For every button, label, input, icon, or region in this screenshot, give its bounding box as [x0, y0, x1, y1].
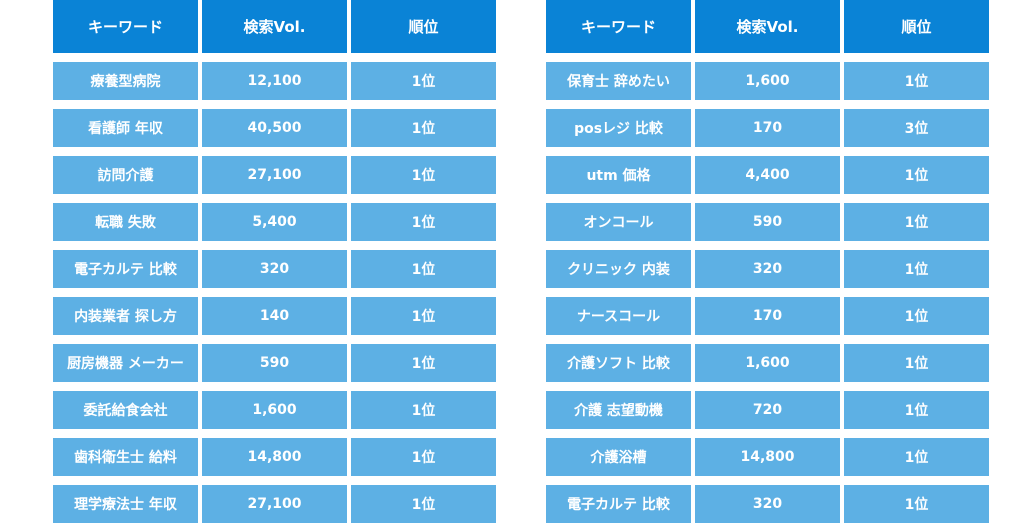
cell-rank: 1位: [844, 485, 989, 523]
cell-search-volume: 1,600: [695, 344, 840, 382]
cell-search-volume: 720: [695, 391, 840, 429]
cell-keyword: 厨房機器 メーカー: [53, 344, 198, 382]
header-rank: 順位: [844, 0, 989, 53]
cell-search-volume: 590: [202, 344, 347, 382]
keyword-ranking-table-right: キーワード 検索Vol. 順位 保育士 辞めたい 1,600 1位 posレジ 比較 170 3…: [546, 0, 989, 527]
cell-rank: 1位: [351, 250, 496, 288]
cell-rank: 1位: [844, 391, 989, 429]
cell-rank: 1位: [844, 156, 989, 194]
cell-search-volume: 170: [695, 109, 840, 147]
cell-keyword: 看護師 年収: [53, 109, 198, 147]
cell-rank: 1位: [844, 438, 989, 476]
cell-rank: 1位: [844, 203, 989, 241]
cell-search-volume: 27,100: [202, 156, 347, 194]
cell-search-volume: 14,800: [202, 438, 347, 476]
cell-rank: 3位: [844, 109, 989, 147]
header-rank: 順位: [351, 0, 496, 53]
cell-search-volume: 27,100: [202, 485, 347, 523]
cell-rank: 1位: [351, 156, 496, 194]
cell-search-volume: 170: [695, 297, 840, 335]
cell-rank: 1位: [351, 297, 496, 335]
cell-keyword: 保育士 辞めたい: [546, 62, 691, 100]
cell-rank: 1位: [844, 62, 989, 100]
cell-keyword: 電子カルテ 比較: [53, 250, 198, 288]
cell-rank: 1位: [351, 438, 496, 476]
cell-keyword: 内装業者 探し方: [53, 297, 198, 335]
cell-search-volume: 320: [695, 485, 840, 523]
cell-search-volume: 4,400: [695, 156, 840, 194]
cell-rank: 1位: [351, 485, 496, 523]
header-search-volume: 検索Vol.: [695, 0, 840, 53]
cell-search-volume: 320: [695, 250, 840, 288]
cell-search-volume: 320: [202, 250, 347, 288]
header-keyword: キーワード: [53, 0, 198, 53]
cell-search-volume: 140: [202, 297, 347, 335]
cell-search-volume: 40,500: [202, 109, 347, 147]
cell-keyword: オンコール: [546, 203, 691, 241]
cell-rank: 1位: [844, 250, 989, 288]
cell-keyword: 療養型病院: [53, 62, 198, 100]
cell-keyword: 転職 失敗: [53, 203, 198, 241]
keyword-ranking-table-left: キーワード 検索Vol. 順位 療養型病院 12,100 1位 看護師 年収 40,500 1位…: [53, 0, 496, 527]
cell-rank: 1位: [351, 344, 496, 382]
cell-keyword: utm 価格: [546, 156, 691, 194]
header-search-volume: 検索Vol.: [202, 0, 347, 53]
cell-search-volume: 1,600: [695, 62, 840, 100]
cell-search-volume: 12,100: [202, 62, 347, 100]
cell-search-volume: 1,600: [202, 391, 347, 429]
cell-search-volume: 5,400: [202, 203, 347, 241]
cell-search-volume: 14,800: [695, 438, 840, 476]
cell-rank: 1位: [351, 62, 496, 100]
cell-keyword: 委託給食会社: [53, 391, 198, 429]
cell-rank: 1位: [844, 297, 989, 335]
cell-keyword: 歯科衛生士 給料: [53, 438, 198, 476]
cell-keyword: posレジ 比較: [546, 109, 691, 147]
cell-keyword: 訪問介護: [53, 156, 198, 194]
cell-search-volume: 590: [695, 203, 840, 241]
cell-keyword: 理学療法士 年収: [53, 485, 198, 523]
cell-keyword: 介護 志望動機: [546, 391, 691, 429]
cell-keyword: ナースコール: [546, 297, 691, 335]
cell-keyword: 電子カルテ 比較: [546, 485, 691, 523]
cell-rank: 1位: [844, 344, 989, 382]
cell-rank: 1位: [351, 203, 496, 241]
cell-rank: 1位: [351, 109, 496, 147]
cell-keyword: 介護浴槽: [546, 438, 691, 476]
header-keyword: キーワード: [546, 0, 691, 53]
cell-keyword: 介護ソフト 比較: [546, 344, 691, 382]
cell-rank: 1位: [351, 391, 496, 429]
cell-keyword: クリニック 内装: [546, 250, 691, 288]
